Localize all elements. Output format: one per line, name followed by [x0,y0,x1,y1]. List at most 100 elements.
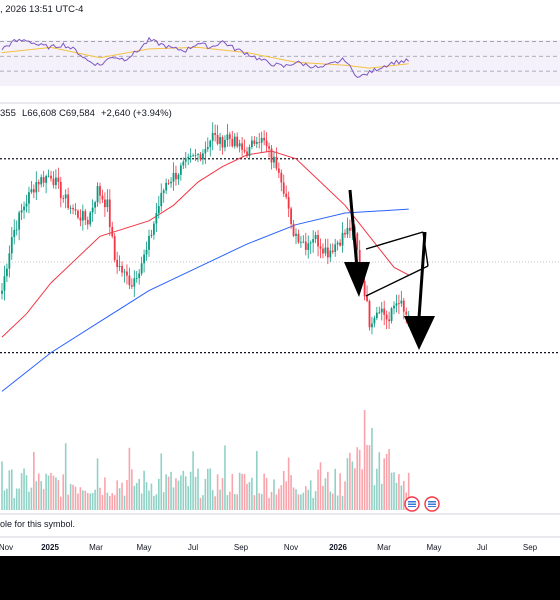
candle-body [91,207,94,213]
candle-body [148,235,150,250]
candle-body [179,165,182,175]
candle-body [23,206,25,211]
volume-bar [243,473,246,510]
volume-bar [282,470,285,510]
volume-bar [251,477,253,510]
volume-bar [35,481,38,510]
candle-body [282,182,285,194]
oscillator-pane [0,36,560,86]
volume-bar [361,469,363,510]
candle-body [175,172,177,180]
volume-bar [263,473,265,510]
candle-body [140,263,143,274]
candle-body [77,210,79,218]
osc-line [1,36,410,78]
candle-body [50,175,52,179]
candle-body [15,229,18,231]
candle-body [241,143,243,150]
candle-body [99,186,101,196]
volume-bar [150,483,153,510]
volume-bar [290,475,292,510]
volume-bar [202,495,204,510]
volume-bar [121,482,123,510]
candle-body [150,234,153,236]
volume-bar [8,470,11,510]
volume-bar [50,472,52,510]
candle-body [167,182,170,184]
candle-body [275,156,278,169]
candle-body [380,308,383,313]
candle-body [277,168,280,173]
candle-body [194,154,197,156]
volume-bar [135,482,138,510]
candle-body [304,241,307,250]
volume-bar [305,486,307,510]
volume-bar [175,478,177,510]
candle-body [157,206,160,214]
volume-bar [184,476,187,510]
candle-body [221,137,224,148]
candle-body [214,132,217,135]
volume-bar [211,490,214,510]
horizontal-levels [0,158,560,354]
candle-body [206,147,209,150]
volume-bar [1,461,3,510]
candle-body [270,148,273,163]
volume-bar [11,469,13,510]
candle-body [62,198,65,199]
candle-body [373,318,376,324]
volume-bar [170,471,172,510]
candle-body [368,300,371,328]
volume-bar [131,469,133,510]
volume-bar [336,495,339,510]
candle-body [334,244,337,252]
candle-body [388,319,390,322]
candle-body [184,158,187,162]
chart-canvas[interactable]: , 2026 13:51 UTC-4 355 L66,608 C69,584 +… [0,0,560,556]
candle-body [297,233,300,243]
volume-bar [270,491,273,510]
candle-body [187,156,190,159]
candle-body [8,253,11,269]
candle-body [162,190,165,193]
volume-bar [351,461,354,510]
candle-body [1,290,3,294]
volume-bar [99,487,101,510]
candle-body [55,177,57,186]
time-axis[interactable]: Nov 2025 Mar May Jul Sep Nov 2026 Mar May Jul Sep [0,543,538,552]
candle-body [326,247,329,258]
x-tick-label: Jul [477,543,487,552]
candle-body [128,275,131,286]
candle-body [253,140,256,144]
volume-bar [79,487,82,510]
candle-body [363,280,366,297]
volume-bar [385,453,388,510]
ma-fast-line [1,150,409,338]
candle-body [113,236,116,260]
volume-bar [207,468,209,510]
volume-bar [187,486,189,510]
candle-body [287,197,290,209]
volume-bar [317,469,319,510]
candle-body [300,241,302,243]
volume-bar [197,468,199,510]
candle-body [290,208,292,224]
volume-bar [101,494,104,510]
volume-bar [265,477,268,510]
candle-body [319,246,322,249]
volume-bar [349,452,351,510]
candle-body [13,230,16,238]
volume-bar [180,475,182,510]
volume-bar [155,494,158,510]
volume-bar [388,449,390,510]
candle-body [81,211,84,221]
volume-bar [192,451,194,510]
volume-bar [47,475,50,510]
volume-bar [60,496,62,510]
candle-body [402,300,405,312]
volume-bar [67,494,69,510]
candle-body [25,203,28,207]
candle-body [329,250,332,258]
volume-bar [40,481,42,510]
volume-bar [219,489,221,510]
